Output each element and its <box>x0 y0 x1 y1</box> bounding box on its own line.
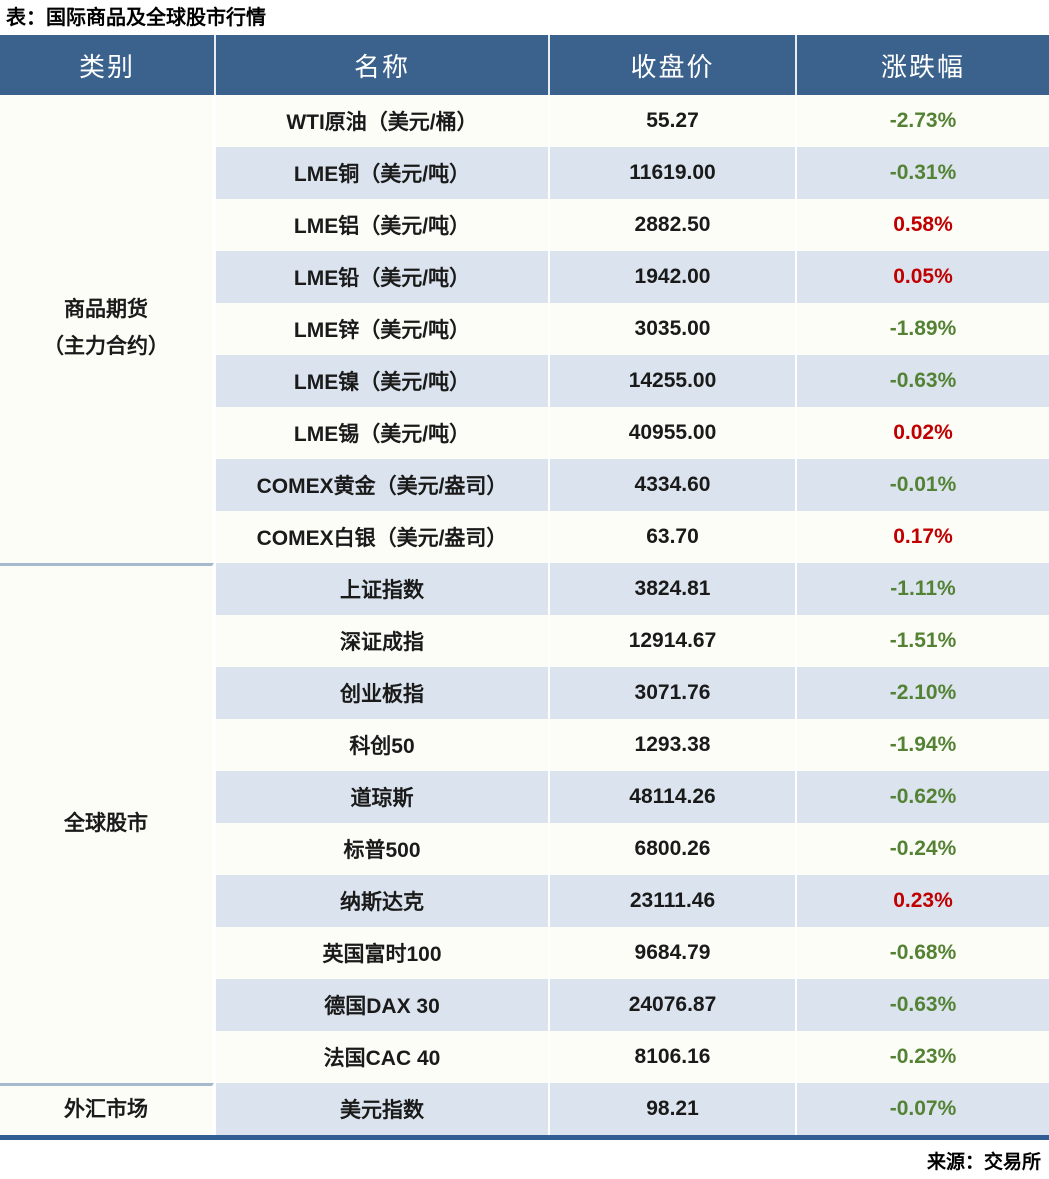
instrument-name-cell: 德国DAX 30 <box>214 979 548 1031</box>
change-percent-cell: -2.10% <box>795 667 1049 719</box>
category-cell: 外汇市场 <box>0 1083 214 1135</box>
close-price-cell: 14255.00 <box>548 355 795 407</box>
table-header-row: 类别 名称 收盘价 涨跌幅 <box>0 35 1049 95</box>
change-percent-cell: -0.07% <box>795 1083 1049 1135</box>
close-price-cell: 48114.26 <box>548 771 795 823</box>
close-price-cell: 1293.38 <box>548 719 795 771</box>
table-title: 表：国际商品及全球股市行情 <box>6 7 266 29</box>
close-price-cell: 8106.16 <box>548 1031 795 1083</box>
instrument-name-cell: LME镍（美元/吨） <box>214 355 548 407</box>
header-name: 名称 <box>214 35 548 95</box>
instrument-name-cell: COMEX白银（美元/盎司） <box>214 511 548 563</box>
instrument-name-cell: 标普500 <box>214 823 548 875</box>
change-percent-cell: 0.58% <box>795 199 1049 251</box>
header-close: 收盘价 <box>548 35 795 95</box>
close-price-cell: 63.70 <box>548 511 795 563</box>
change-percent-cell: -2.73% <box>795 95 1049 147</box>
change-percent-cell: -0.63% <box>795 979 1049 1031</box>
change-percent-cell: -0.24% <box>795 823 1049 875</box>
instrument-name-cell: 法国CAC 40 <box>214 1031 548 1083</box>
change-percent-cell: -1.89% <box>795 303 1049 355</box>
instrument-name-cell: 美元指数 <box>214 1083 548 1135</box>
category-cell: 商品期货 （主力合约） <box>0 95 214 563</box>
change-percent-cell: -0.31% <box>795 147 1049 199</box>
instrument-name-cell: 创业板指 <box>214 667 548 719</box>
close-price-cell: 23111.46 <box>548 875 795 927</box>
close-price-cell: 6800.26 <box>548 823 795 875</box>
change-percent-cell: -1.51% <box>795 615 1049 667</box>
instrument-name-cell: 科创50 <box>214 719 548 771</box>
close-price-cell: 11619.00 <box>548 147 795 199</box>
instrument-name-cell: LME铜（美元/吨） <box>214 147 548 199</box>
instrument-name-cell: LME铅（美元/吨） <box>214 251 548 303</box>
instrument-name-cell: WTI原油（美元/桶） <box>214 95 548 147</box>
change-percent-cell: -0.01% <box>795 459 1049 511</box>
change-percent-cell: -0.62% <box>795 771 1049 823</box>
close-price-cell: 1942.00 <box>548 251 795 303</box>
instrument-name-cell: 深证成指 <box>214 615 548 667</box>
table-bottom-rule <box>0 1135 1049 1140</box>
instrument-name-cell: 道琼斯 <box>214 771 548 823</box>
close-price-cell: 2882.50 <box>548 199 795 251</box>
change-percent-cell: -0.68% <box>795 927 1049 979</box>
change-percent-cell: 0.05% <box>795 251 1049 303</box>
change-percent-cell: -0.23% <box>795 1031 1049 1083</box>
header-category: 类别 <box>78 52 135 82</box>
close-price-cell: 12914.67 <box>548 615 795 667</box>
close-price-cell: 3071.76 <box>548 667 795 719</box>
close-price-cell: 98.21 <box>548 1083 795 1135</box>
close-price-cell: 3035.00 <box>548 303 795 355</box>
instrument-name-cell: 纳斯达克 <box>214 875 548 927</box>
table-body: 商品期货 （主力合约） WTI原油（美元/桶） 55.27 -2.73% LME铜（美元… <box>0 95 1049 1135</box>
header-change: 涨跌幅 <box>795 35 1049 95</box>
change-percent-cell: 0.02% <box>795 407 1049 459</box>
change-percent-cell: 0.23% <box>795 875 1049 927</box>
change-percent-cell: 0.17% <box>795 511 1049 563</box>
instrument-name-cell: 英国富时100 <box>214 927 548 979</box>
instrument-name-cell: LME锌（美元/吨） <box>214 303 548 355</box>
close-price-cell: 24076.87 <box>548 979 795 1031</box>
close-price-cell: 55.27 <box>548 95 795 147</box>
instrument-name-cell: 上证指数 <box>214 563 548 615</box>
change-percent-cell: -1.11% <box>795 563 1049 615</box>
close-price-cell: 4334.60 <box>548 459 795 511</box>
instrument-name-cell: LME锡（美元/吨） <box>214 407 548 459</box>
instrument-name-cell: COMEX黄金（美元/盎司） <box>214 459 548 511</box>
category-cell: 全球股市 <box>0 563 214 1083</box>
market-table: 类别 名称 收盘价 涨跌幅 商品期货 （主力合约） WTI原油（美元/桶） 55.2… <box>0 35 1049 1140</box>
source-note: 来源：交易所 <box>926 1152 1041 1173</box>
instrument-name-cell: LME铝（美元/吨） <box>214 199 548 251</box>
change-percent-cell: -0.63% <box>795 355 1049 407</box>
close-price-cell: 9684.79 <box>548 927 795 979</box>
change-percent-cell: -1.94% <box>795 719 1049 771</box>
close-price-cell: 3824.81 <box>548 563 795 615</box>
close-price-cell: 40955.00 <box>548 407 795 459</box>
